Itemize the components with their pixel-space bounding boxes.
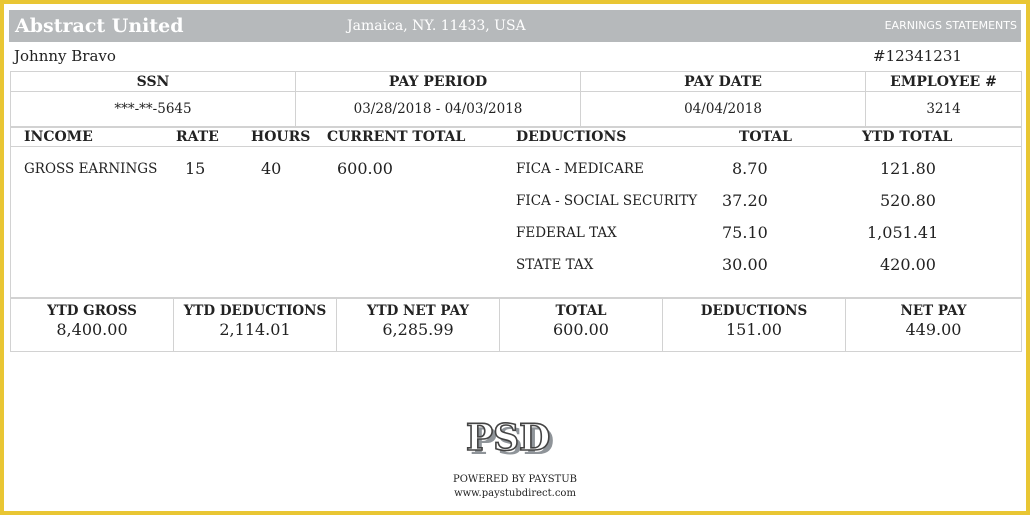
section-header-row: INCOME RATE HOURS CURRENT TOTAL DEDUCTIO…	[11, 128, 1021, 147]
summary-value: 6,285.99	[382, 320, 454, 339]
deduction-ytd-federal-tax: 1,051.41	[867, 223, 939, 242]
summary-deductions: DEDUCTIONS 151.00	[662, 298, 846, 352]
deduction-total-medicare: 8.70	[732, 159, 768, 178]
ssn-header: SSN	[10, 71, 296, 92]
earnings-deductions-section: INCOME RATE HOURS CURRENT TOTAL DEDUCTIO…	[10, 127, 1022, 298]
summary-value: 8,400.00	[56, 320, 128, 339]
deduction-label-social-security: FICA - SOCIAL SECURITY	[516, 193, 698, 209]
statement-label: EARNINGS STATEMENTS	[884, 19, 1017, 32]
stub-number: #12341231	[873, 47, 962, 65]
summary-net-pay: NET PAY 449.00	[845, 298, 1022, 352]
summary-value: 151.00	[726, 320, 782, 339]
employee-name: Johnny Bravo	[14, 47, 116, 65]
statement-header: Abstract United Jamaica, NY. 11433, USA …	[9, 10, 1021, 42]
summary-label: DEDUCTIONS	[700, 303, 808, 319]
logo-text: PSD	[466, 419, 550, 459]
summary-value: 2,114.01	[219, 320, 291, 339]
summary-label: YTD NET PAY	[366, 303, 470, 319]
summary-label: TOTAL	[555, 303, 607, 319]
employee-info-table: SSN PAY PERIOD PAY DATE EMPLOYEE # ***-*…	[10, 71, 1022, 127]
income-header: INCOME	[24, 129, 93, 145]
deduction-label-state-tax: STATE TAX	[516, 257, 594, 273]
summary-ytd-net-pay: YTD NET PAY 6,285.99	[336, 298, 500, 352]
company-name: Abstract United	[15, 15, 184, 37]
summary-label: NET PAY	[900, 303, 967, 319]
deduction-total-social-security: 37.20	[722, 191, 768, 210]
income-row-hours: 40	[261, 159, 282, 178]
pay-period-value: 03/28/2018 - 04/03/2018	[295, 91, 581, 127]
rate-header: RATE	[176, 129, 219, 145]
summary-total: TOTAL 600.00	[499, 298, 663, 352]
current-total-header: CURRENT TOTAL	[327, 129, 466, 145]
deduction-total-state-tax: 30.00	[722, 255, 768, 274]
summary-label: YTD GROSS	[47, 303, 137, 319]
ssn-value: ***-**-5645	[10, 91, 296, 127]
deduction-total-federal-tax: 75.10	[722, 223, 768, 242]
logo-shadow: PSD	[470, 421, 554, 461]
deductions-header: DEDUCTIONS	[516, 129, 627, 145]
website-link[interactable]: www.paystubdirect.com	[454, 488, 576, 499]
summary-label: YTD DEDUCTIONS	[183, 303, 327, 319]
pay-date-value: 04/04/2018	[580, 91, 866, 127]
company-address: Jamaica, NY. 11433, USA	[347, 18, 526, 34]
income-row-current-total: 600.00	[337, 159, 393, 178]
deduction-label-medicare: FICA - MEDICARE	[516, 161, 644, 177]
pay-period-header: PAY PERIOD	[295, 71, 581, 92]
total-header: TOTAL	[739, 129, 792, 145]
deduction-ytd-medicare: 121.80	[880, 159, 936, 178]
pay-date-header: PAY DATE	[580, 71, 866, 92]
employee-number-value: 3214	[865, 91, 1022, 127]
summary-value: 449.00	[905, 320, 962, 339]
deduction-ytd-social-security: 520.80	[880, 191, 936, 210]
summary-ytd-deductions: YTD DEDUCTIONS 2,114.01	[173, 298, 337, 352]
summary-ytd-gross: YTD GROSS 8,400.00	[10, 298, 174, 352]
ytd-total-header: YTD TOTAL	[862, 129, 953, 145]
summary-table: YTD GROSS 8,400.00 YTD DEDUCTIONS 2,114.…	[10, 298, 1022, 352]
psd-logo: PSD PSD	[464, 416, 564, 465]
deduction-ytd-state-tax: 420.00	[880, 255, 936, 274]
hours-header: HOURS	[251, 129, 311, 145]
summary-value: 600.00	[553, 320, 609, 339]
employee-number-header: EMPLOYEE #	[865, 71, 1022, 92]
powered-by-text: POWERED BY PAYSTUB	[452, 474, 577, 485]
deduction-label-federal-tax: FEDERAL TAX	[516, 225, 617, 241]
income-row-rate: 15	[185, 159, 206, 178]
income-row-label: GROSS EARNINGS	[24, 161, 158, 177]
